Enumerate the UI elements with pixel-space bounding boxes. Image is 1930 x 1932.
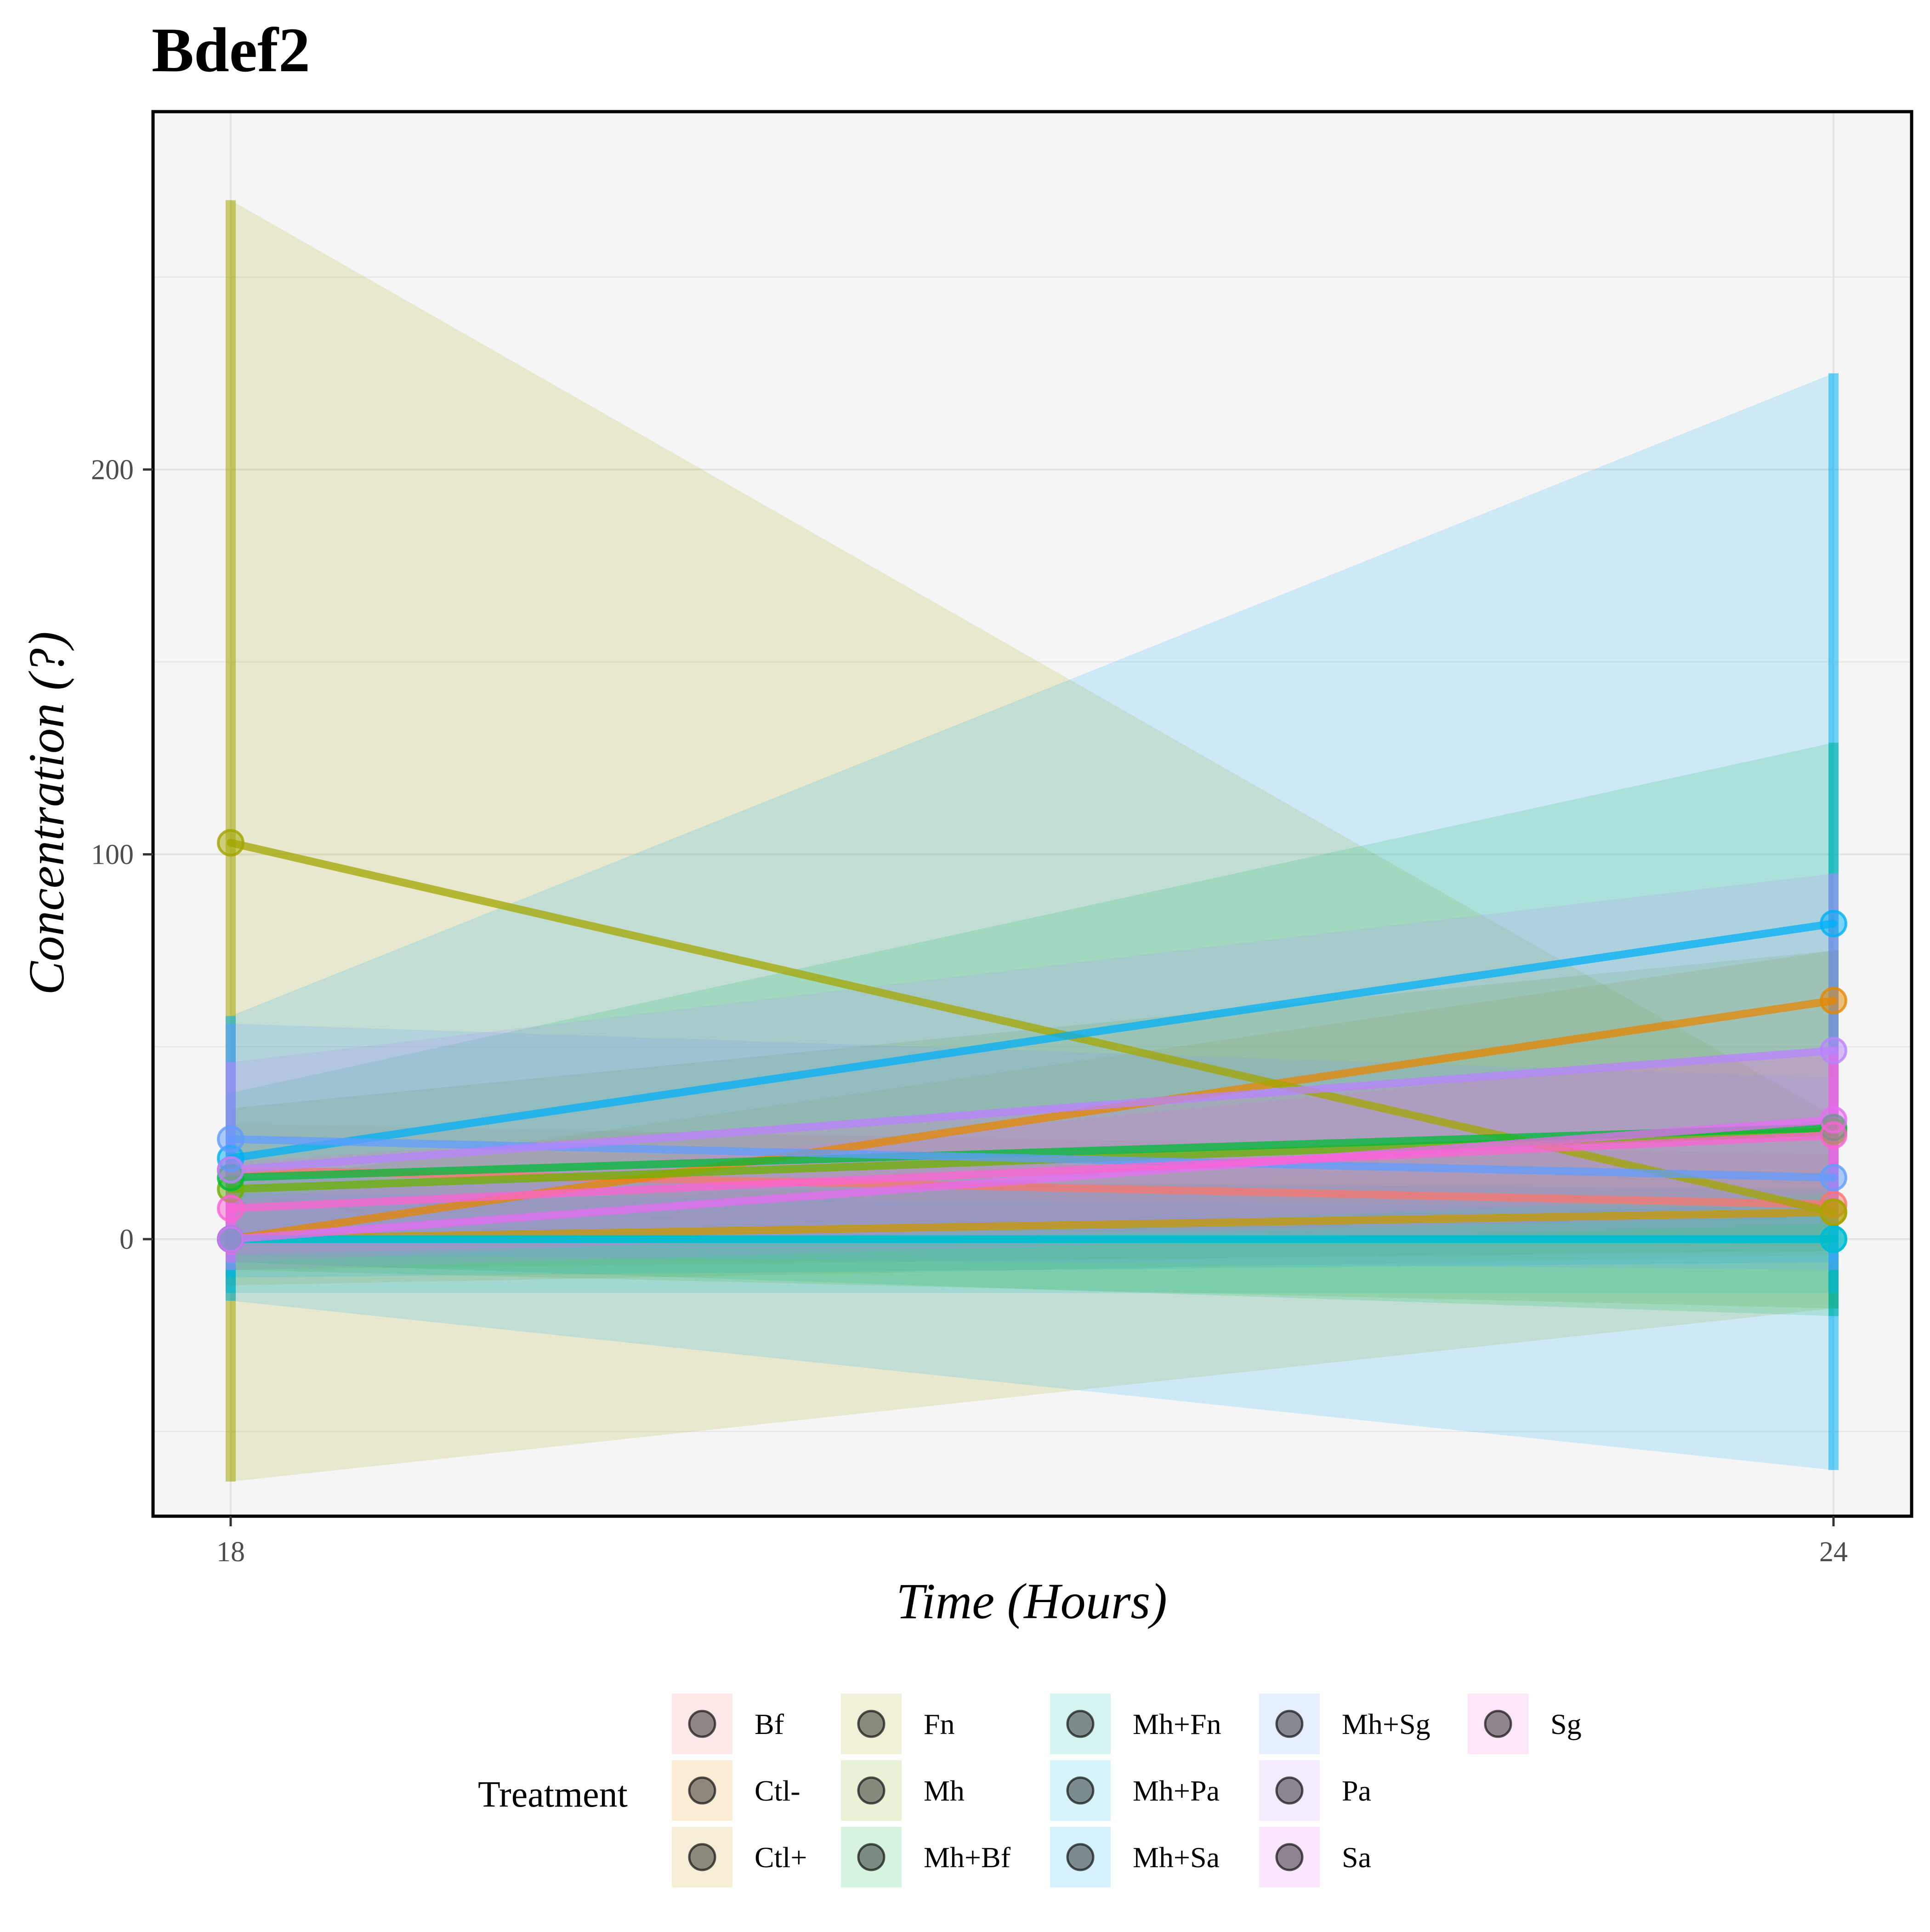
series-line-Sg bbox=[227, 1131, 1838, 1212]
x-axis-title: Time (Hours) bbox=[896, 1573, 1167, 1629]
plot-panel bbox=[153, 112, 1912, 1516]
legend-marker-Ctl+ bbox=[688, 1843, 716, 1871]
legend-marker-Sg bbox=[1484, 1710, 1512, 1738]
x-tick-label: 24 bbox=[1819, 1536, 1848, 1568]
legend-item-Ctl-: Ctl- bbox=[670, 1758, 800, 1823]
y-axis-ticks: 0 100 200 bbox=[91, 454, 153, 1255]
legend-label-Ctl+: Ctl+ bbox=[755, 1841, 807, 1874]
legend-item-Mh: Mh bbox=[839, 1758, 965, 1823]
chart-title: Bdef2 bbox=[152, 15, 310, 85]
data-point-Mh+Sa bbox=[1820, 910, 1847, 938]
series-line-Sa bbox=[227, 1116, 1838, 1243]
legend-item-Sg: Sg bbox=[1466, 1692, 1582, 1756]
legend-marker-Mh+Sa bbox=[1066, 1843, 1095, 1871]
legend-marker-Mh+Bf bbox=[857, 1843, 886, 1871]
legend-marker-Sa bbox=[1275, 1843, 1304, 1871]
legend-label-Sa: Sa bbox=[1342, 1841, 1371, 1874]
legend-label-Ctl-: Ctl- bbox=[755, 1774, 800, 1807]
legend-title: Treatment bbox=[478, 1774, 628, 1815]
legend-item-Ctl+: Ctl+ bbox=[670, 1825, 807, 1889]
legend-item-Fn: Fn bbox=[839, 1692, 955, 1756]
y-tick-label: 0 bbox=[119, 1224, 134, 1255]
series-lines bbox=[227, 839, 1838, 1243]
data-point-Sg bbox=[1820, 1121, 1847, 1149]
plot-border bbox=[151, 110, 1913, 1518]
y-tick-label: 100 bbox=[91, 839, 134, 870]
series-points bbox=[217, 829, 1847, 1253]
data-point-Mh+Pa bbox=[1820, 1225, 1847, 1253]
legend-marker-Mh+Pa bbox=[1066, 1776, 1095, 1805]
legend-marker-Fn bbox=[857, 1710, 886, 1738]
legend-label-Mh+Sa: Mh+Sa bbox=[1133, 1841, 1220, 1874]
series-line-Ctl+ bbox=[227, 1208, 1838, 1243]
data-point-Ctl- bbox=[1820, 986, 1847, 1014]
legend-marker-Ctl- bbox=[688, 1776, 716, 1805]
legend-marker-Mh+Fn bbox=[1066, 1710, 1095, 1738]
legend-item-Bf: Bf bbox=[670, 1692, 784, 1756]
legend-item-Mh+Sa: Mh+Sa bbox=[1048, 1825, 1220, 1889]
data-point-Fn bbox=[217, 829, 244, 857]
legend-item-Mh+Sg: Mh+Sg bbox=[1257, 1692, 1430, 1756]
legend-label-Mh+Pa: Mh+Pa bbox=[1133, 1774, 1220, 1807]
data-point-Pa bbox=[217, 1156, 244, 1184]
legend-label-Sg: Sg bbox=[1550, 1708, 1582, 1740]
legend-label-Mh+Bf: Mh+Bf bbox=[924, 1841, 1011, 1874]
data-point-Pa bbox=[1820, 1037, 1847, 1065]
series-line-Pa bbox=[227, 1047, 1838, 1174]
data-point-Mh+Sg bbox=[217, 1125, 244, 1153]
legend-marker-Pa bbox=[1275, 1776, 1304, 1805]
legend-label-Mh+Sg: Mh+Sg bbox=[1342, 1708, 1430, 1740]
y-axis-title: Concentration (?) bbox=[18, 631, 74, 995]
legend-item-Pa: Pa bbox=[1257, 1758, 1371, 1823]
legend-item-Mh+Bf: Mh+Bf bbox=[839, 1825, 1011, 1889]
y-tick-label: 200 bbox=[91, 454, 134, 486]
data-point-Sg bbox=[217, 1194, 244, 1222]
data-point-Mh+Sg bbox=[1820, 1163, 1847, 1191]
legend-item-Mh+Pa: Mh+Pa bbox=[1048, 1758, 1220, 1823]
x-tick-label: 18 bbox=[216, 1536, 245, 1568]
series-line-Mh+Sa bbox=[227, 919, 1838, 1162]
legend-label-Mh: Mh bbox=[924, 1774, 965, 1807]
data-point-Sa bbox=[217, 1225, 244, 1253]
data-point-Fn bbox=[1820, 1198, 1847, 1226]
legend-marker-Mh bbox=[857, 1776, 886, 1805]
legend: Bf Ctl- Ctl+ Fn Mh Mh+Bf Mh+Fn Mh+Pa Mh+Sa Mh+Sg P… bbox=[670, 1692, 1582, 1889]
legend-label-Mh+Fn: Mh+Fn bbox=[1133, 1708, 1221, 1740]
legend-item-Mh+Fn: Mh+Fn bbox=[1048, 1692, 1221, 1756]
legend-item-Sa: Sa bbox=[1257, 1825, 1371, 1889]
legend-label-Fn: Fn bbox=[924, 1708, 955, 1740]
series-line-Mh+Sg bbox=[227, 1135, 1838, 1182]
legend-label-Bf: Bf bbox=[755, 1708, 784, 1740]
legend-label-Pa: Pa bbox=[1342, 1774, 1371, 1807]
legend-marker-Mh+Sg bbox=[1275, 1710, 1304, 1738]
x-axis-ticks: 18 24 bbox=[216, 1516, 1848, 1568]
legend-marker-Bf bbox=[688, 1710, 716, 1738]
